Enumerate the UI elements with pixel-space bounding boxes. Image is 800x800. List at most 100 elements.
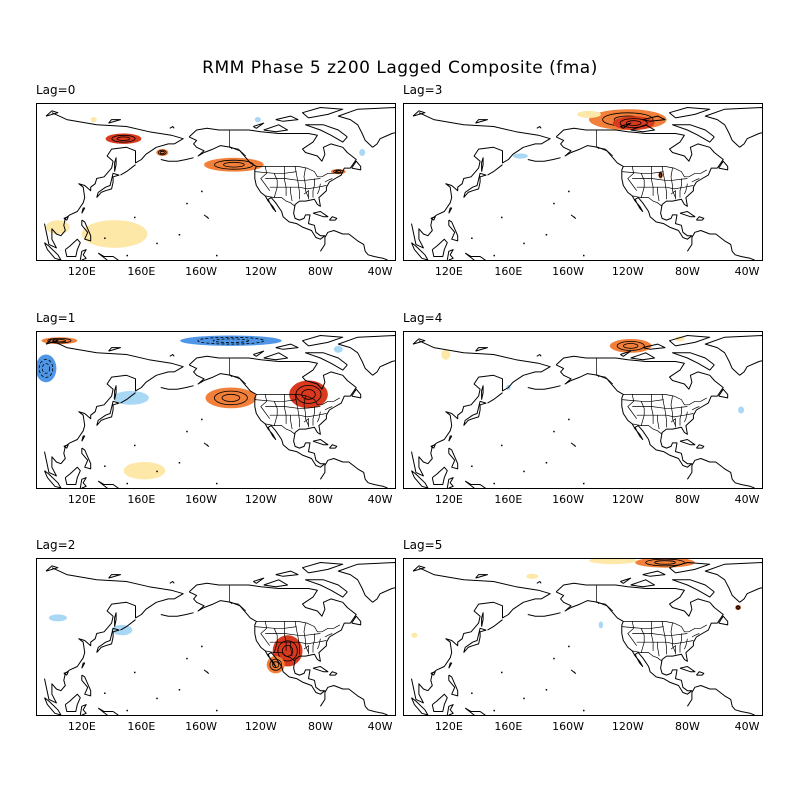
island-dot — [493, 709, 495, 712]
lon-tick-label: 40W — [734, 493, 760, 506]
coastline-hawaii — [570, 442, 576, 447]
coastline-south-america — [319, 230, 388, 260]
positive-anomaly-patch — [123, 462, 166, 480]
anomaly-contour — [735, 605, 741, 610]
panel-label: Lag=2 — [36, 538, 76, 552]
lon-tick-label: 160E — [127, 493, 156, 506]
negative-anomaly-patch — [113, 391, 149, 405]
lon-tick-labels: 120E 160E 160W 120W 80W 40W — [403, 265, 763, 281]
negative-anomaly-patch — [738, 406, 745, 414]
political-border — [636, 413, 694, 418]
coastline-asia-coast — [44, 567, 184, 704]
political-border — [596, 130, 614, 157]
coastline-hawaii — [203, 669, 209, 674]
political-border — [623, 621, 707, 633]
coastline-new-guinea — [97, 480, 119, 488]
coastline-alaska-na-coast — [555, 582, 724, 695]
political-border — [661, 621, 667, 655]
coastline-banks-island — [620, 350, 632, 357]
border-layer — [596, 358, 707, 435]
island-dot — [493, 254, 495, 257]
lon-tick-label: 120E — [67, 493, 96, 506]
political-border — [284, 166, 287, 196]
coastline-new-siberian — [108, 119, 121, 124]
anomaly-contour — [659, 173, 662, 177]
coastline-hawaii — [203, 442, 209, 447]
lon-tick-label: 80W — [307, 265, 333, 278]
coastline-layer — [44, 335, 395, 488]
coastline-sakhalin — [481, 612, 484, 627]
anomaly-contour — [272, 661, 280, 669]
panel-lag1: Lag=1 120E 160E 160W 120W 80W 40W — [36, 311, 396, 506]
island-dot — [493, 482, 495, 485]
coastline-sakhalin — [114, 157, 117, 172]
political-border — [260, 621, 270, 646]
coastline-south-america — [686, 230, 755, 260]
political-border — [636, 185, 694, 190]
political-border — [260, 166, 270, 191]
political-border — [324, 178, 333, 183]
coastline-victoria-island — [263, 352, 289, 361]
island-dot — [568, 190, 570, 193]
coastline-baffin — [672, 124, 715, 143]
island-dot — [230, 602, 233, 604]
coastline-sumatra — [44, 470, 62, 488]
coastline-hainan — [63, 444, 69, 449]
political-border — [294, 394, 300, 428]
political-border — [640, 173, 645, 198]
political-border — [621, 626, 664, 629]
lon-tick-label: 40W — [367, 493, 393, 506]
island-dot — [126, 482, 128, 485]
coastline-newfoundland — [351, 388, 362, 399]
coastline-new-siberian — [108, 347, 121, 352]
island-dot — [545, 462, 548, 464]
coastline-alaska-na-coast — [188, 355, 357, 468]
lon-tick-label: 120W — [611, 265, 644, 278]
political-border — [254, 626, 297, 629]
island-dot — [597, 147, 600, 149]
coastline-arctic-islands — [275, 343, 299, 350]
political-border — [294, 621, 300, 655]
island-dot — [230, 375, 233, 377]
coastline-cuba — [679, 439, 696, 446]
coastline-baffin — [672, 352, 715, 371]
coastline-taiwan — [81, 435, 86, 442]
coastline-ellesmere — [302, 335, 344, 347]
coastline-south-america — [319, 685, 388, 715]
coastline-arctic-islands — [642, 115, 666, 122]
anomaly-contour — [223, 161, 245, 168]
political-border — [265, 195, 296, 207]
coastline-hainan — [430, 216, 436, 221]
island-dot — [583, 709, 585, 712]
political-border — [640, 401, 645, 426]
political-border — [290, 187, 293, 202]
coastline-sakhalin — [481, 385, 484, 400]
coastline-asia-coast — [411, 567, 551, 704]
island-dot — [186, 202, 188, 205]
border-layer — [596, 585, 707, 662]
coastline-japan — [463, 627, 487, 653]
coastline-baffin — [305, 579, 348, 598]
lon-tick-label: 160E — [127, 720, 156, 733]
coastline-kamchatka-islands — [120, 164, 136, 176]
positive-anomaly-patch — [577, 110, 601, 118]
island-dot — [201, 190, 203, 193]
coastline-aleutians — [527, 157, 561, 162]
island-dot — [104, 692, 106, 694]
lon-tick-label: 160E — [494, 720, 523, 733]
island-dot — [553, 657, 555, 660]
coastline-wrangel — [169, 126, 175, 129]
coastline-kamchatka-islands — [120, 392, 136, 404]
anomaly-contour — [212, 338, 250, 343]
island-dot — [523, 697, 525, 700]
island-dot — [523, 242, 525, 245]
coastline-hawaii — [570, 669, 576, 674]
coastline-victoria-island — [263, 579, 289, 588]
map-frame — [403, 103, 763, 261]
coastline-philippines — [81, 674, 92, 697]
political-border — [273, 628, 278, 653]
political-border — [651, 394, 654, 424]
anomaly-contour — [159, 150, 165, 155]
border-layer — [596, 130, 707, 207]
political-border — [256, 166, 340, 178]
